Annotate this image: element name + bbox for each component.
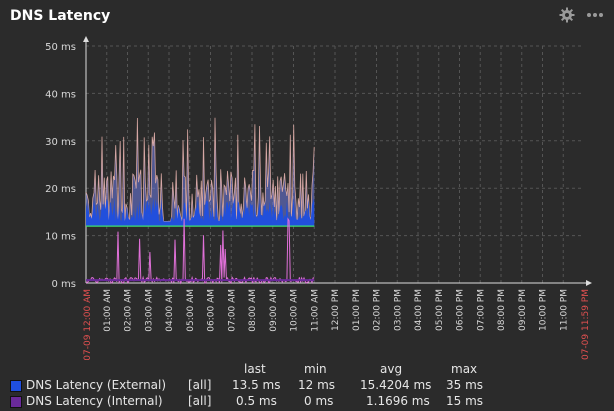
more-horizontal-icon xyxy=(587,13,603,17)
plot-area xyxy=(86,46,584,283)
x-tick-label: 03:00 PM xyxy=(393,289,403,331)
chart-legend: last min avg max DNS Latency (External) … xyxy=(10,362,610,410)
x-tick-label: 03:00 AM xyxy=(144,289,154,332)
x-start-label: 07-09 12:00 AM xyxy=(83,289,93,360)
legend-scope: [all] xyxy=(188,394,212,408)
x-tick-label: 04:00 AM xyxy=(165,289,175,332)
legend-series-name: DNS Latency (Internal) xyxy=(26,394,163,408)
y-tick-label: 40 ms xyxy=(45,89,76,100)
x-tick-label: 06:00 AM xyxy=(207,289,217,332)
legend-max: 15 ms xyxy=(446,394,484,408)
x-tick-label: 09:00 AM xyxy=(269,289,279,332)
x-tick-label: 07:00 PM xyxy=(476,289,486,331)
y-tick-label: 20 ms xyxy=(45,184,76,195)
x-end-label: 07-09 11:59 PM xyxy=(581,289,591,360)
legend-swatch-internal xyxy=(10,396,22,408)
x-tick-label: 06:00 PM xyxy=(456,289,466,331)
x-tick-label: 10:00 PM xyxy=(539,289,549,331)
legend-header-max: max xyxy=(451,362,478,376)
legend-series-name: DNS Latency (External) xyxy=(26,378,167,392)
legend-avg: 15.4204 ms xyxy=(360,378,432,392)
legend-header: last min avg max xyxy=(10,362,610,378)
legend-max: 35 ms xyxy=(446,378,484,392)
panel-title: DNS Latency xyxy=(10,8,111,24)
y-tick-label: 0 ms xyxy=(52,279,77,290)
x-tick-label: 10:00 AM xyxy=(290,289,300,332)
more-button[interactable] xyxy=(584,4,606,26)
legend-swatch-external xyxy=(10,380,22,392)
y-tick-label: 50 ms xyxy=(45,42,76,53)
legend-min: 12 ms xyxy=(298,378,336,392)
panel-toolbar xyxy=(556,4,606,26)
gear-icon xyxy=(559,7,575,23)
x-tick-label: 12:00 PM xyxy=(331,289,341,331)
y-tick-label: 10 ms xyxy=(45,232,76,243)
x-tick-label: 02:00 PM xyxy=(373,289,383,331)
x-tick-label: 09:00 PM xyxy=(518,289,528,331)
legend-header-avg: avg xyxy=(380,362,403,376)
settings-button[interactable] xyxy=(556,4,578,26)
legend-last: 13.5 ms xyxy=(232,378,281,392)
x-tick-label: 04:00 PM xyxy=(414,289,424,331)
legend-row-internal[interactable]: DNS Latency (Internal) [all] 0.5 ms 0 ms… xyxy=(10,394,610,410)
x-tick-label: 01:00 PM xyxy=(352,289,362,331)
x-tick-label: 11:00 PM xyxy=(559,289,569,331)
x-tick-label: 05:00 PM xyxy=(435,289,445,331)
legend-header-last: last xyxy=(244,362,266,376)
x-tick-label: 02:00 AM xyxy=(124,289,134,332)
x-tick-label: 05:00 AM xyxy=(186,289,196,332)
y-axis-arrow xyxy=(83,36,89,42)
x-tick-label: 08:00 PM xyxy=(497,289,507,331)
legend-last: 0.5 ms xyxy=(236,394,277,408)
series-external-core xyxy=(86,197,315,227)
panel-header: DNS Latency xyxy=(0,0,614,34)
y-tick-label: 30 ms xyxy=(45,137,76,148)
latency-chart: 0 ms 10 ms 20 ms 30 ms 40 ms 50 ms 01:00 AM 02:… xyxy=(45,36,592,360)
x-tick-label: 01:00 AM xyxy=(103,289,113,332)
legend-row-external[interactable]: DNS Latency (External) [all] 13.5 ms 12 … xyxy=(10,378,610,394)
legend-avg: 1.1696 ms xyxy=(366,394,430,408)
legend-min: 0 ms xyxy=(304,394,334,408)
x-axis-arrow xyxy=(586,280,592,286)
legend-scope: [all] xyxy=(188,378,212,392)
x-tick-label: 11:00 AM xyxy=(310,289,320,332)
x-tick-label: 08:00 AM xyxy=(248,289,258,332)
legend-header-min: min xyxy=(304,362,327,376)
x-tick-label: 07:00 AM xyxy=(227,289,237,332)
